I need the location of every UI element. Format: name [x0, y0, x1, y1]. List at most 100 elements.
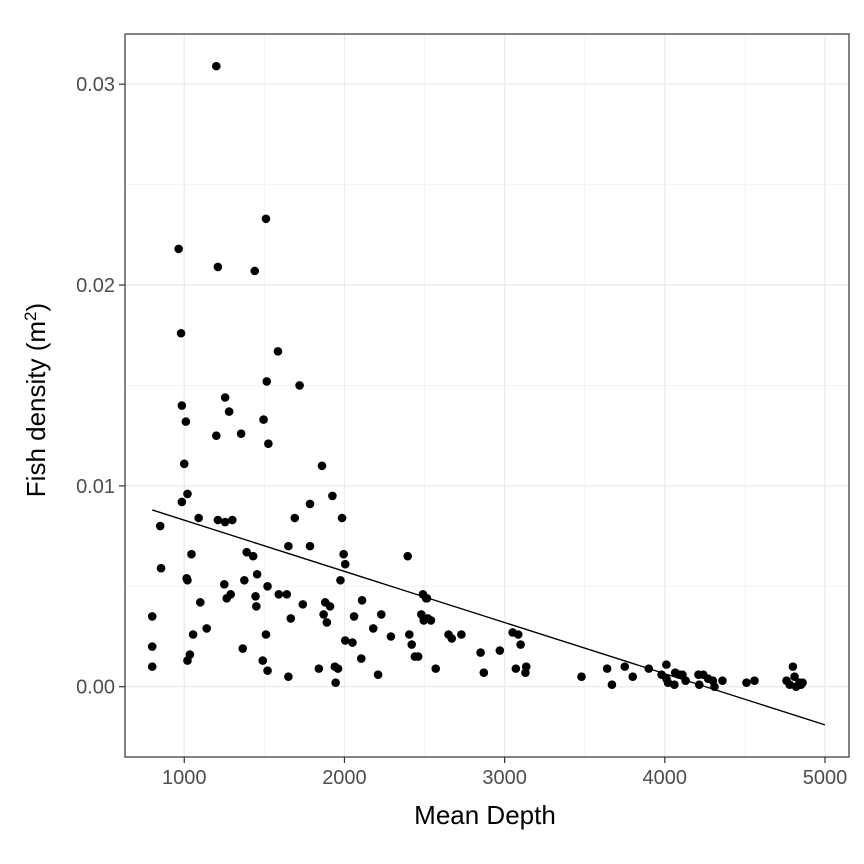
- data-point: [314, 664, 324, 673]
- data-point: [212, 431, 221, 440]
- data-point: [194, 513, 203, 523]
- data-point: [422, 594, 432, 603]
- data-point: [295, 381, 304, 390]
- data-point: [319, 610, 328, 619]
- data-point: [259, 415, 268, 424]
- data-point: [176, 328, 186, 338]
- y-axis-title-main: Fish density (m: [21, 321, 51, 497]
- data-point: [325, 602, 335, 611]
- data-point: [261, 630, 271, 639]
- data-point: [511, 664, 521, 673]
- data-point: [305, 499, 315, 509]
- data-point: [426, 616, 436, 625]
- data-point: [212, 61, 221, 71]
- data-point: [742, 678, 751, 687]
- data-point: [368, 624, 378, 633]
- data-point: [156, 563, 166, 573]
- data-point: [174, 244, 183, 254]
- data-point: [187, 549, 196, 559]
- data-point: [228, 515, 237, 525]
- data-point: [336, 575, 345, 585]
- data-point: [236, 429, 246, 438]
- x-tick-label: 4000: [643, 767, 688, 789]
- data-point: [273, 347, 283, 356]
- data-point: [495, 646, 505, 655]
- data-point: [620, 662, 630, 671]
- data-point: [290, 513, 300, 523]
- data-point: [262, 377, 272, 386]
- data-point: [251, 592, 260, 601]
- data-point: [337, 513, 347, 523]
- data-point: [513, 630, 523, 639]
- data-point: [258, 656, 268, 665]
- data-point: [322, 618, 332, 627]
- data-point: [261, 214, 271, 224]
- data-point: [202, 624, 211, 633]
- x-tick-label: 3000: [482, 767, 527, 789]
- data-point: [447, 634, 457, 643]
- data-point: [224, 407, 234, 416]
- x-axis: 1000 2000 3000 4000 5000: [162, 757, 847, 789]
- data-point: [220, 579, 229, 589]
- data-point: [521, 662, 531, 671]
- data-point: [263, 581, 272, 591]
- data-point: [185, 650, 195, 659]
- y-axis-title-superscript: 2: [21, 311, 40, 320]
- data-point: [177, 497, 187, 507]
- data-point: [328, 491, 337, 501]
- data-point: [356, 654, 366, 663]
- data-point: [607, 680, 617, 689]
- data-point: [333, 664, 343, 673]
- data-point: [147, 642, 157, 651]
- data-point: [195, 598, 205, 607]
- data-point: [403, 551, 413, 561]
- data-point: [479, 668, 489, 677]
- data-point: [147, 662, 157, 671]
- data-point: [790, 672, 799, 681]
- data-point: [457, 630, 466, 639]
- data-point: [476, 648, 485, 657]
- data-point: [644, 664, 654, 673]
- data-point: [155, 521, 165, 531]
- data-point: [252, 569, 262, 579]
- data-point: [248, 551, 258, 561]
- x-axis-title: Mean Depth: [414, 800, 556, 830]
- data-point: [407, 640, 417, 649]
- data-point: [628, 672, 638, 681]
- data-point: [213, 515, 223, 525]
- data-point: [284, 672, 293, 681]
- data-point: [242, 547, 252, 557]
- data-point: [213, 262, 223, 272]
- data-point: [413, 652, 423, 661]
- data-point: [681, 676, 690, 685]
- y-tick-label: 0.02: [76, 275, 115, 297]
- x-tick-label: 5000: [803, 767, 848, 789]
- y-axis-title-close: ): [21, 303, 51, 312]
- data-point: [264, 439, 273, 449]
- data-point: [431, 664, 441, 673]
- data-point: [298, 600, 308, 609]
- data-points: [147, 61, 807, 692]
- data-point: [670, 680, 679, 689]
- y-axis-title: Fish density (m2): [21, 303, 52, 497]
- data-point: [331, 678, 340, 687]
- data-point: [284, 541, 293, 551]
- data-point: [662, 660, 671, 669]
- data-point: [577, 672, 586, 681]
- x-tick-label: 2000: [322, 767, 367, 789]
- data-point: [252, 602, 261, 611]
- data-point: [317, 461, 327, 471]
- data-point: [386, 632, 396, 641]
- data-point: [710, 682, 719, 692]
- data-point: [305, 541, 315, 551]
- data-point: [339, 549, 348, 559]
- data-point: [183, 489, 192, 499]
- data-point: [357, 596, 367, 605]
- data-point: [147, 612, 157, 621]
- data-point: [220, 517, 230, 527]
- data-point: [798, 678, 807, 687]
- data-point: [376, 610, 386, 619]
- data-point: [274, 590, 284, 599]
- data-point: [349, 612, 359, 621]
